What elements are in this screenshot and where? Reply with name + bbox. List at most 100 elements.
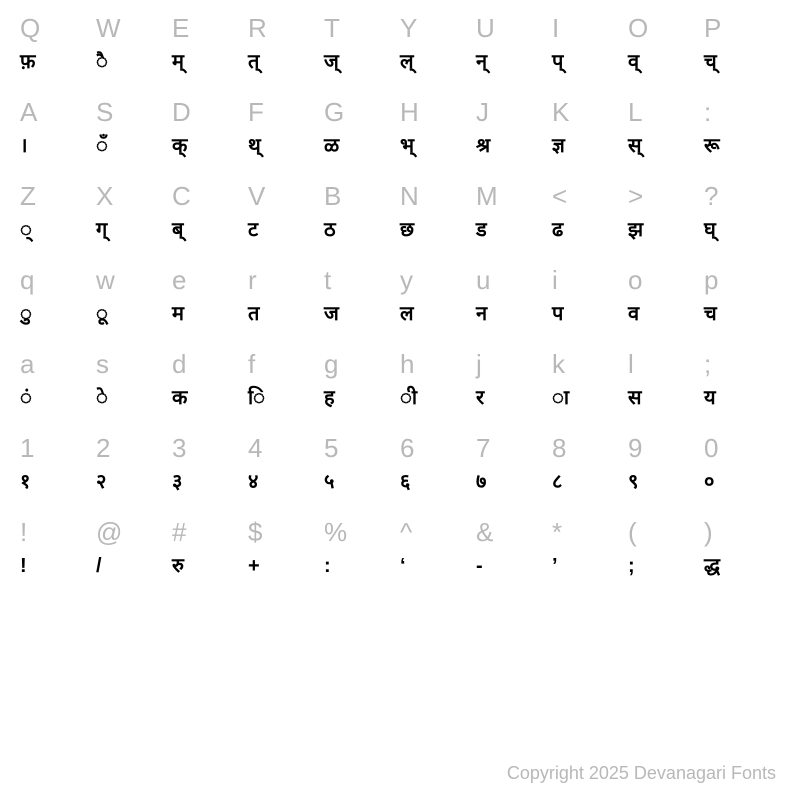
mapped-glyph: ८ xyxy=(552,468,628,506)
mapped-glyph: रु xyxy=(172,552,248,590)
mapped-glyph: ग् xyxy=(96,216,172,254)
row-pair: ASDFGHJKL:।ँक्थ्ळभ्श्रज्ञस्रू xyxy=(20,92,780,170)
mapped-glyph: त् xyxy=(248,48,324,86)
keyboard-key: ? xyxy=(704,176,780,216)
mapped-glyph: र xyxy=(476,384,552,422)
mapped-glyph: ल् xyxy=(400,48,476,86)
keyboard-key: a xyxy=(20,344,96,384)
keyboard-key: I xyxy=(552,8,628,48)
mapped-glyph: छ xyxy=(400,216,476,254)
keyboard-key: Q xyxy=(20,8,96,48)
mapped-glyph: ी xyxy=(400,384,476,422)
mapped-glyph: ४ xyxy=(248,468,324,506)
mapped-glyph: न xyxy=(476,300,552,338)
glyph-row: ।ँक्थ्ळभ्श्रज्ञस्रू xyxy=(20,132,780,170)
keyboard-key: o xyxy=(628,260,704,300)
keyboard-key: P xyxy=(704,8,780,48)
mapped-glyph: ब् xyxy=(172,216,248,254)
mapped-glyph: भ् xyxy=(400,132,476,170)
mapped-glyph: ै xyxy=(96,48,172,86)
keyboard-key: 7 xyxy=(476,428,552,468)
mapped-glyph: च xyxy=(704,300,780,338)
keyboard-key: K xyxy=(552,92,628,132)
mapped-glyph: १ xyxy=(20,468,96,506)
mapped-glyph: ं xyxy=(20,384,96,422)
mapped-glyph: ू xyxy=(96,300,172,338)
mapped-glyph: प xyxy=(552,300,628,338)
mapped-glyph: ठ xyxy=(324,216,400,254)
copyright-footer: Copyright 2025 Devanagari Fonts xyxy=(507,763,776,784)
keyboard-key: # xyxy=(172,512,248,552)
keyboard-key: s xyxy=(96,344,172,384)
keyboard-key: * xyxy=(552,512,628,552)
glyph-row: ुूमतजलनपवच xyxy=(20,300,780,338)
keyboard-key: 9 xyxy=(628,428,704,468)
keyboard-key: ) xyxy=(704,512,780,552)
mapped-glyph: क xyxy=(172,384,248,422)
mapped-glyph: य xyxy=(704,384,780,422)
keyboard-key: M xyxy=(476,176,552,216)
key-row: !@#$%^&*() xyxy=(20,512,780,552)
mapped-glyph: ळ xyxy=(324,132,400,170)
row-pair: asdfghjkl;ंेकिहीरासय xyxy=(20,344,780,422)
row-pair: ZXCVBNM<>?्ग्ब्टठछडढझघ् xyxy=(20,176,780,254)
keyboard-key: 3 xyxy=(172,428,248,468)
row-pair: QWERTYUIOPफ़ैम्त्ज्ल्न्प्व्च् xyxy=(20,8,780,86)
row-pair: qwertyuiopुूमतजलनपवच xyxy=(20,260,780,338)
mapped-glyph: ; xyxy=(628,552,704,590)
keyboard-key: A xyxy=(20,92,96,132)
mapped-glyph: ् xyxy=(20,216,96,254)
keyboard-key: H xyxy=(400,92,476,132)
keyboard-key: Y xyxy=(400,8,476,48)
glyph-row: !/रु+:‘-’;द्ध xyxy=(20,552,780,590)
keyboard-key: i xyxy=(552,260,628,300)
mapped-glyph: ३ xyxy=(172,468,248,506)
mapped-glyph: ज्ञ xyxy=(552,132,628,170)
keyboard-key: g xyxy=(324,344,400,384)
glyph-row: ्ग्ब्टठछडढझघ् xyxy=(20,216,780,254)
keyboard-key: : xyxy=(704,92,780,132)
keyboard-key: 6 xyxy=(400,428,476,468)
keyboard-key: B xyxy=(324,176,400,216)
mapped-glyph: न् xyxy=(476,48,552,86)
keyboard-key: J xyxy=(476,92,552,132)
keyboard-key: l xyxy=(628,344,704,384)
keyboard-key: 5 xyxy=(324,428,400,468)
mapped-glyph: ६ xyxy=(400,468,476,506)
glyph-row: १२३४५६७८९० xyxy=(20,468,780,506)
keyboard-key: w xyxy=(96,260,172,300)
mapped-glyph: ड xyxy=(476,216,552,254)
keyboard-key: G xyxy=(324,92,400,132)
keyboard-key: T xyxy=(324,8,400,48)
keyboard-key: y xyxy=(400,260,476,300)
keyboard-key: U xyxy=(476,8,552,48)
mapped-glyph: द्ध xyxy=(704,552,780,590)
mapped-glyph: थ् xyxy=(248,132,324,170)
keyboard-key: ! xyxy=(20,512,96,552)
keyboard-key: E xyxy=(172,8,248,48)
keyboard-key: 8 xyxy=(552,428,628,468)
mapped-glyph: ज् xyxy=(324,48,400,86)
mapped-glyph: म् xyxy=(172,48,248,86)
mapped-glyph: ह xyxy=(324,384,400,422)
mapped-glyph: त xyxy=(248,300,324,338)
glyph-row: फ़ैम्त्ज्ल्न्प्व्च् xyxy=(20,48,780,86)
keyboard-key: Z xyxy=(20,176,96,216)
mapped-glyph: ० xyxy=(704,468,780,506)
mapped-glyph: ँ xyxy=(96,132,172,170)
mapped-glyph: ल xyxy=(400,300,476,338)
row-pair: 1234567890१२३४५६७८९० xyxy=(20,428,780,506)
mapped-glyph: ज xyxy=(324,300,400,338)
keyboard-key: & xyxy=(476,512,552,552)
mapped-glyph: रू xyxy=(704,132,780,170)
mapped-glyph: च् xyxy=(704,48,780,86)
keyboard-key: h xyxy=(400,344,476,384)
keyboard-key: S xyxy=(96,92,172,132)
keyboard-key: 2 xyxy=(96,428,172,468)
mapped-glyph: झ xyxy=(628,216,704,254)
keyboard-key: ; xyxy=(704,344,780,384)
keyboard-key: O xyxy=(628,8,704,48)
key-row: asdfghjkl; xyxy=(20,344,780,384)
keyboard-key: f xyxy=(248,344,324,384)
character-map-grid: QWERTYUIOPफ़ैम्त्ज्ल्न्प्व्च्ASDFGHJKL:।… xyxy=(20,8,780,596)
